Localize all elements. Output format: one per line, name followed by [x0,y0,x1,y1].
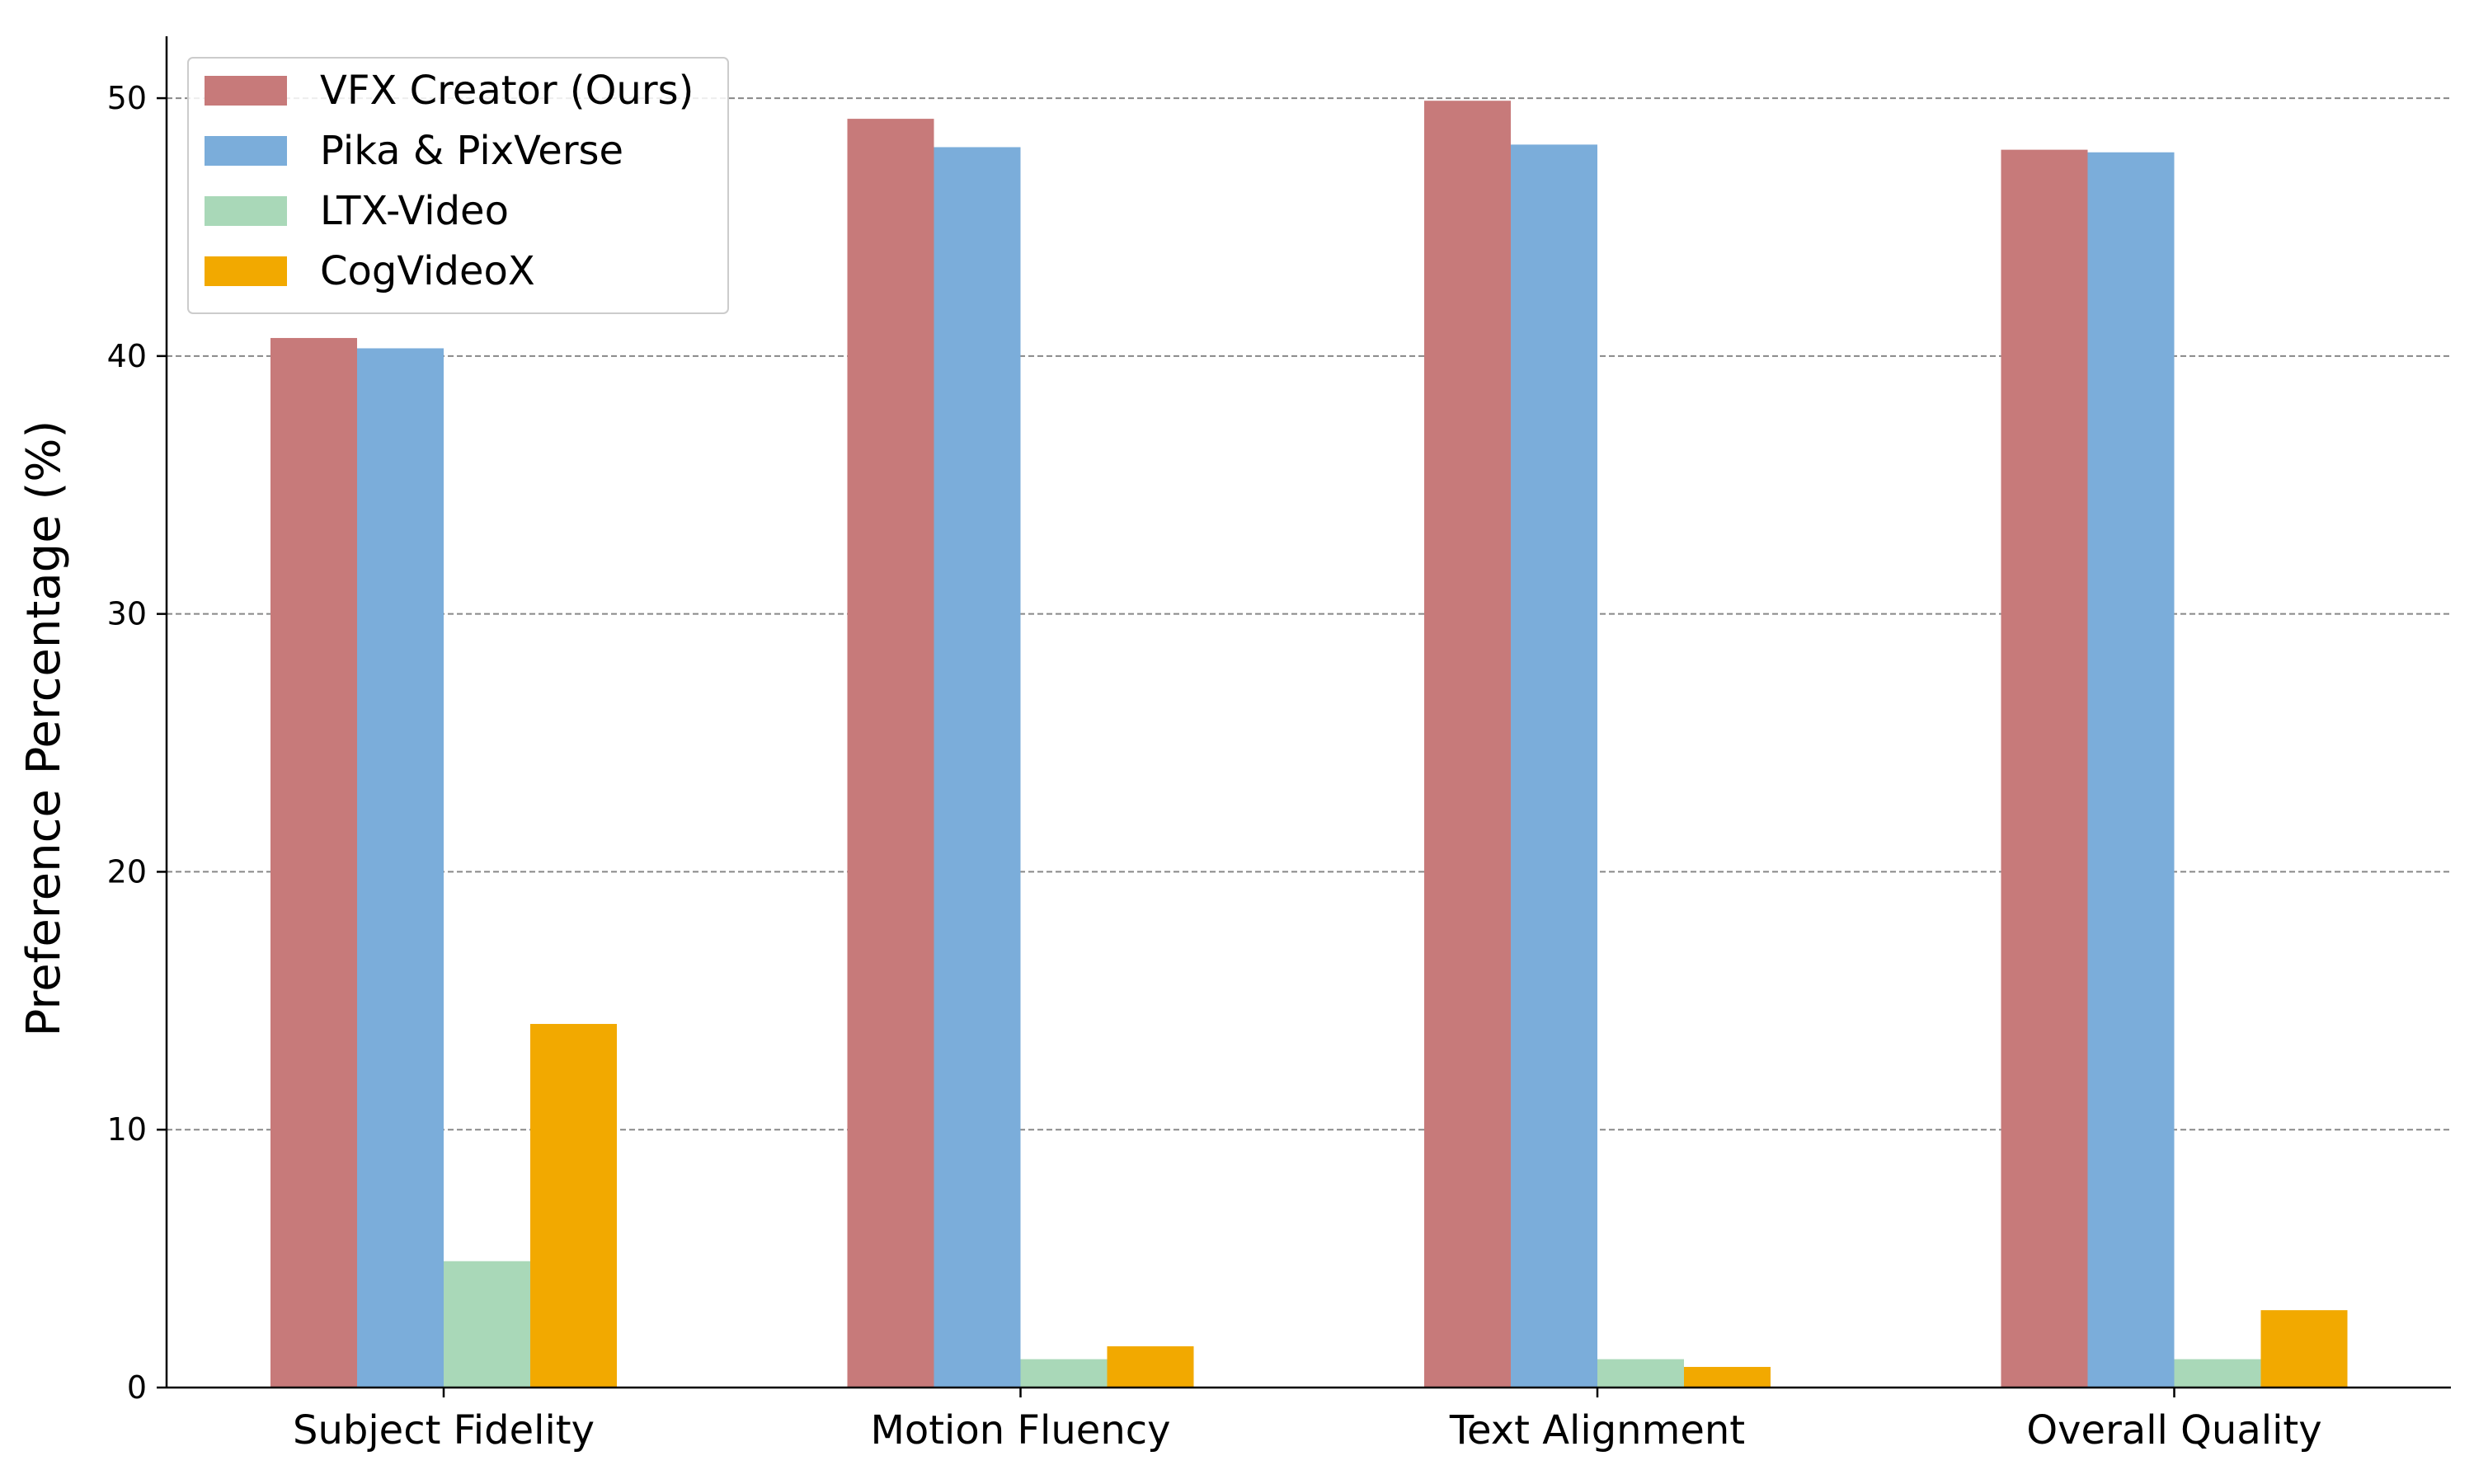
x-tick-label: Text Alignment [1449,1407,1745,1453]
legend-label: Pika & PixVerse [320,128,623,174]
bar [934,147,1021,1388]
bar [357,348,444,1388]
bar [530,1023,617,1388]
bar [1511,144,1597,1388]
bar [2001,149,2088,1388]
bar [2174,1359,2261,1388]
bar [444,1261,530,1388]
y-tick-label: 10 [107,1111,147,1148]
bar [1107,1345,1194,1388]
bar [2087,152,2175,1388]
y-tick-label: 0 [127,1369,147,1406]
axes [165,36,2451,1389]
y-tick-label: 40 [107,338,147,374]
bar [1684,1366,1771,1388]
bar [2260,1310,2348,1388]
x-tick-label: Subject Fidelity [293,1407,595,1453]
x-tick-label: Motion Fluency [870,1407,1170,1453]
bar [847,119,934,1388]
bar [1020,1359,1108,1388]
x-ticks: Subject Fidelity Motion Fluency Text Align… [293,1388,2322,1453]
legend: VFX Creator (Ours) Pika & PixVerse LTX-Vid… [187,57,729,314]
legend-swatch [205,256,287,286]
legend-label: LTX-Video [320,188,509,234]
y-ticks: 0 10 20 30 40 50 [107,80,167,1406]
bars [270,101,2348,1388]
bar [1424,101,1511,1388]
bar [270,337,357,1388]
legend-swatch [205,76,287,106]
y-tick-label: 20 [107,853,147,890]
y-axis-title: Preference Percentage (%) [17,420,71,1037]
legend-label: CogVideoX [320,248,535,294]
legend-swatch [205,136,287,166]
y-tick-label: 30 [107,596,147,632]
y-tick-label: 50 [107,80,147,116]
legend-swatch [205,196,287,226]
legend-label: VFX Creator (Ours) [320,68,694,114]
bar [1597,1359,1684,1388]
legend-box [187,57,729,314]
x-tick-label: Overall Quality [2026,1407,2321,1453]
